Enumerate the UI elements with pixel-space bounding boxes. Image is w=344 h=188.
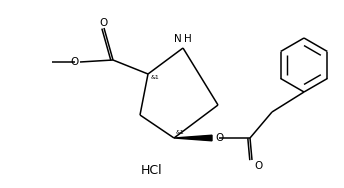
Text: O: O (100, 17, 108, 27)
Text: HCl: HCl (141, 164, 163, 177)
Text: N: N (174, 35, 182, 45)
Polygon shape (174, 135, 212, 141)
Text: &1: &1 (176, 130, 185, 135)
Text: H: H (184, 35, 192, 45)
Text: &1: &1 (151, 75, 160, 80)
Text: O: O (215, 133, 223, 143)
Text: O: O (254, 161, 262, 171)
Text: O: O (71, 57, 79, 67)
